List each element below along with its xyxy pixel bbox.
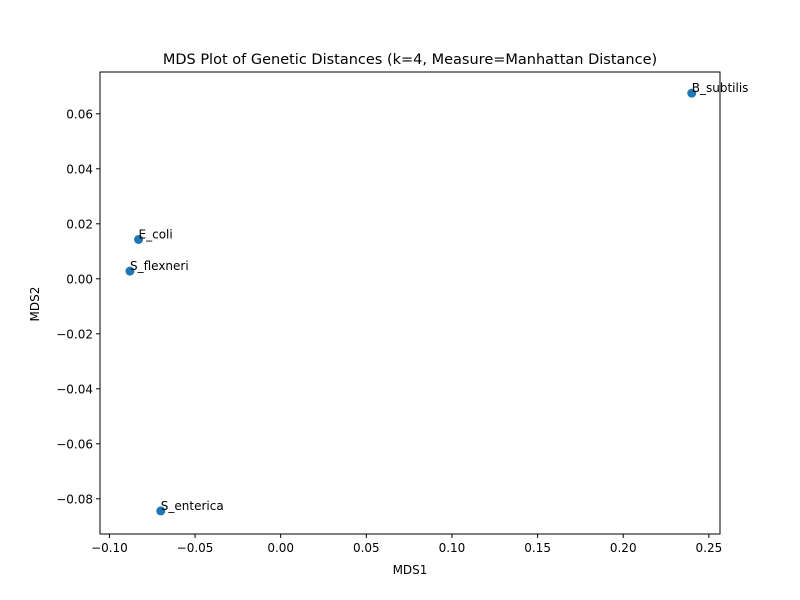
- point-label: S_enterica: [161, 499, 224, 513]
- y-tick-label: 0.02: [66, 217, 93, 231]
- axes-frame: [99, 71, 721, 535]
- data-point: [687, 88, 697, 98]
- chart-title: MDS Plot of Genetic Distances (k=4, Meas…: [163, 52, 657, 68]
- y-tick-label: 0.00: [66, 272, 93, 286]
- x-tick-label: 0.05: [353, 541, 380, 555]
- x-tick-label: −0.05: [177, 541, 214, 555]
- y-tick-label: −0.08: [56, 492, 93, 506]
- data-point: [125, 266, 135, 276]
- x-axis-label: MDS1: [393, 563, 428, 577]
- point-label: E_coli: [139, 227, 173, 241]
- x-tick-label: 0.20: [610, 541, 637, 555]
- y-tick-label: −0.06: [56, 437, 93, 451]
- plot-area: −0.10 −0.05 0.00 0.05 0.10 0.15 0.20 0.25 −0.08 −…: [56, 71, 749, 555]
- y-tick-label: −0.04: [56, 382, 93, 396]
- point-label: S_flexneri: [130, 259, 189, 273]
- x-tick-label: 0.10: [439, 541, 466, 555]
- x-tick-label: 0.00: [267, 541, 294, 555]
- y-tick-label: 0.06: [66, 107, 93, 121]
- point-label: B_subtilis: [692, 81, 749, 95]
- data-point: [156, 506, 166, 516]
- data-point: [134, 234, 144, 244]
- y-tick-label: −0.02: [56, 327, 93, 341]
- y-axis-label: MDS2: [28, 287, 42, 322]
- x-tick-label: 0.15: [524, 541, 551, 555]
- y-tick-label: 0.04: [66, 162, 93, 176]
- x-tick-label: 0.25: [696, 541, 723, 555]
- x-tick-label: −0.10: [91, 541, 128, 555]
